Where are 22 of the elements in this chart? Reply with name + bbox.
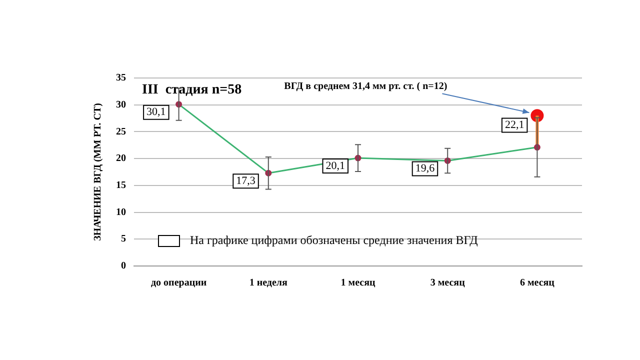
x-tick-label: 6 месяц bbox=[520, 278, 555, 289]
data-label: 17,3 bbox=[236, 174, 256, 187]
data-label: 30,1 bbox=[146, 106, 166, 118]
y-tick-label: 35 bbox=[116, 72, 126, 84]
y-tick-label: 30 bbox=[116, 99, 126, 110]
x-tick-label: до операции bbox=[150, 278, 207, 289]
x-tick-label: 1 неделя bbox=[249, 278, 288, 289]
x-tick-label: 3 месяц bbox=[430, 278, 466, 289]
chart-title: III стадия n=58 bbox=[142, 82, 242, 98]
data-label: 22,1 bbox=[504, 119, 524, 132]
data-label: 19,6 bbox=[415, 162, 436, 175]
y-tick-label: 15 bbox=[116, 180, 126, 192]
data-label: 20,1 bbox=[326, 160, 345, 172]
y-axis-title: ЗНАЧЕНИЕ ВГД (ММ РТ. СТ) bbox=[92, 103, 104, 241]
y-tick-label: 10 bbox=[116, 206, 126, 218]
y-tick-label: 0 bbox=[121, 260, 126, 272]
y-tick-label: 20 bbox=[116, 153, 126, 164]
annotation: На графике цифрами обозначены средние значения ВГД bbox=[190, 233, 478, 248]
x-tick-label: 1 месяц bbox=[340, 278, 376, 289]
y-tick-label: 5 bbox=[121, 234, 126, 245]
annotation: ВГД в среднем 31,4 мм рт. ст. ( n=12) bbox=[284, 81, 448, 92]
y-tick-label: 25 bbox=[116, 126, 126, 138]
